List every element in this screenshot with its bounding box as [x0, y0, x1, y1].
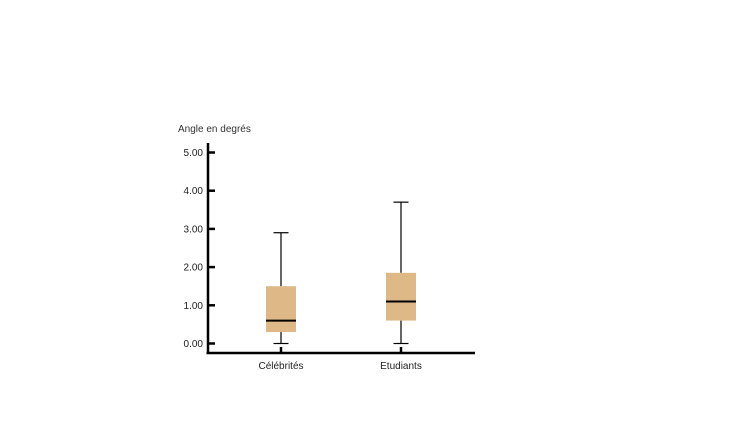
box-iqr — [386, 272, 416, 321]
y-tick-label: 4.00 — [184, 186, 204, 197]
x-category-label: Etudiants — [380, 361, 422, 372]
y-axis-title: Angle en degrés — [178, 124, 251, 135]
axes — [206, 143, 475, 355]
boxes — [266, 201, 416, 345]
box-2 — [386, 201, 416, 345]
x-category-label: Célébrités — [258, 361, 303, 372]
y-tick-label: 2.00 — [184, 263, 204, 274]
y-tick-label: 0.00 — [184, 339, 204, 350]
y-tick-label: 3.00 — [184, 224, 204, 235]
box-iqr — [266, 286, 296, 333]
y-tick-label: 5.00 — [184, 148, 204, 159]
y-tick-label: 1.00 — [184, 301, 204, 312]
x-categories: Célébrités Etudiants — [258, 347, 422, 372]
box-1 — [266, 232, 296, 345]
y-ticks: 0.00 1.00 2.00 3.00 4.00 5.00 — [184, 148, 215, 350]
